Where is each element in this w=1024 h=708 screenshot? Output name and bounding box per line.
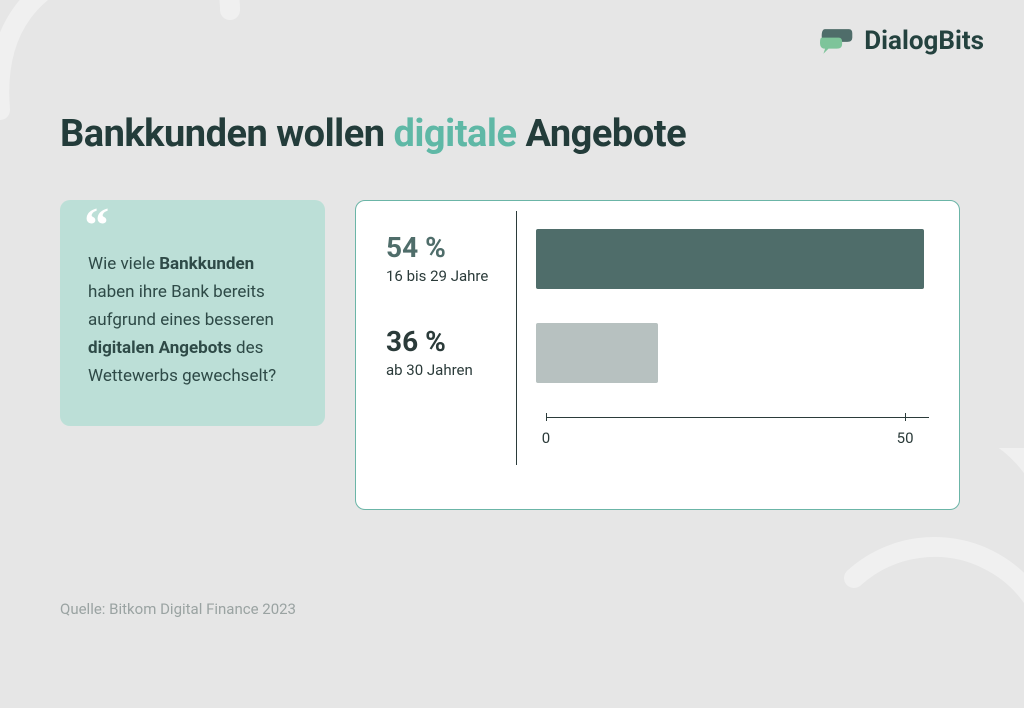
chart-label-group: 36 % ab 30 Jahren (386, 327, 516, 380)
chart-y-axis (516, 211, 517, 465)
chart-value-label: 36 % (386, 327, 516, 358)
quote-card: „ Wie viele Bankkunden haben ihre Bank b… (60, 200, 325, 426)
x-tick (546, 413, 547, 421)
chart-row: 54 % 16 bis 29 Jahre (386, 229, 929, 289)
decor-arc-top-left (0, 0, 240, 130)
x-tick-label: 0 (542, 429, 550, 447)
chart-sublabel: 16 bis 29 Jahre (386, 267, 516, 285)
chart-sublabel: ab 30 Jahren (386, 361, 516, 379)
chart-bar (536, 323, 658, 383)
quote-mark-icon: „ (88, 208, 109, 258)
brand-logo: DialogBits (820, 26, 984, 56)
dialogbits-icon (820, 27, 854, 55)
bar-chart-card: 54 % 16 bis 29 Jahre 36 % ab 30 Jahren 0 50 (355, 200, 960, 510)
chart-x-axis: 0 50 (536, 417, 929, 457)
page-title: Bankkunden wollen digitale Angebote (60, 112, 686, 156)
headline-accent: digitale (393, 112, 516, 156)
source-citation: Quelle: Bitkom Digital Finance 2023 (60, 600, 296, 618)
quote-text: Wie viele Bankkunden haben ihre Bank ber… (88, 250, 297, 390)
x-axis-line (546, 417, 929, 418)
chart-value-label: 54 % (386, 233, 516, 264)
chart-bar (536, 229, 924, 289)
chart-row: 36 % ab 30 Jahren (386, 323, 929, 383)
chart-label-group: 54 % 16 bis 29 Jahre (386, 233, 516, 286)
headline-prefix: Bankkunden wollen (60, 112, 385, 156)
headline-suffix: Angebote (525, 112, 686, 156)
chart-bar-area (536, 229, 929, 289)
brand-name: DialogBits (864, 26, 984, 56)
x-tick-label: 50 (897, 429, 914, 447)
chart-bar-area (536, 323, 929, 383)
x-tick (905, 413, 906, 421)
